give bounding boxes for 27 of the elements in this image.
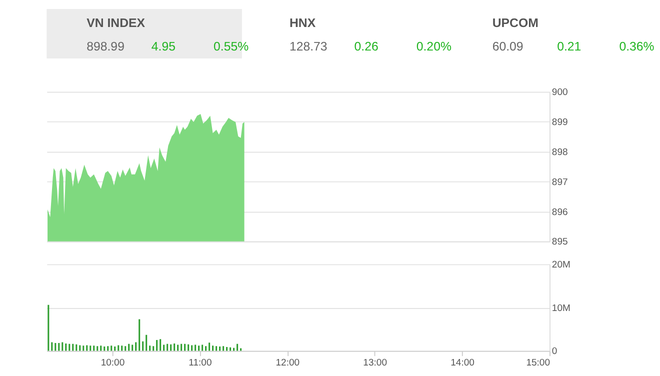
text: 0.20%: [416, 40, 452, 54]
text: 898.99: [86, 40, 125, 54]
x-tick-label: 13:00: [363, 358, 387, 369]
text: 0.26: [354, 40, 378, 54]
y-tick-label: 896: [552, 206, 568, 218]
y-tick-label: 10M: [552, 302, 570, 314]
y-tick-label: 897: [552, 176, 568, 188]
x-tick-label: 12:00: [276, 358, 300, 369]
text: HNX: [289, 16, 316, 30]
x-tick-label: 10:00: [100, 358, 125, 369]
y-tick-label: 899: [552, 117, 568, 128]
text: 0.21: [557, 40, 582, 54]
x-tick-label: 15:00: [526, 358, 550, 369]
y-tick-label: 20M: [552, 260, 570, 271]
y-tick-label: 898: [552, 146, 568, 158]
y-tick-label: 0: [552, 346, 558, 358]
text: 0.36%: [619, 40, 654, 54]
text: 60.09: [492, 40, 524, 54]
x-tick-label: 14:00: [450, 358, 474, 369]
text: 4.95: [151, 40, 176, 54]
y-tick-label: 895: [552, 236, 568, 248]
text: 0.55%: [214, 40, 249, 54]
x-tick-label: 11:00: [188, 358, 212, 369]
text: UPCOM: [492, 16, 538, 30]
y-tick-label: 900: [552, 87, 568, 98]
text: 128.73: [289, 40, 328, 54]
text: VN INDEX: [86, 16, 146, 30]
